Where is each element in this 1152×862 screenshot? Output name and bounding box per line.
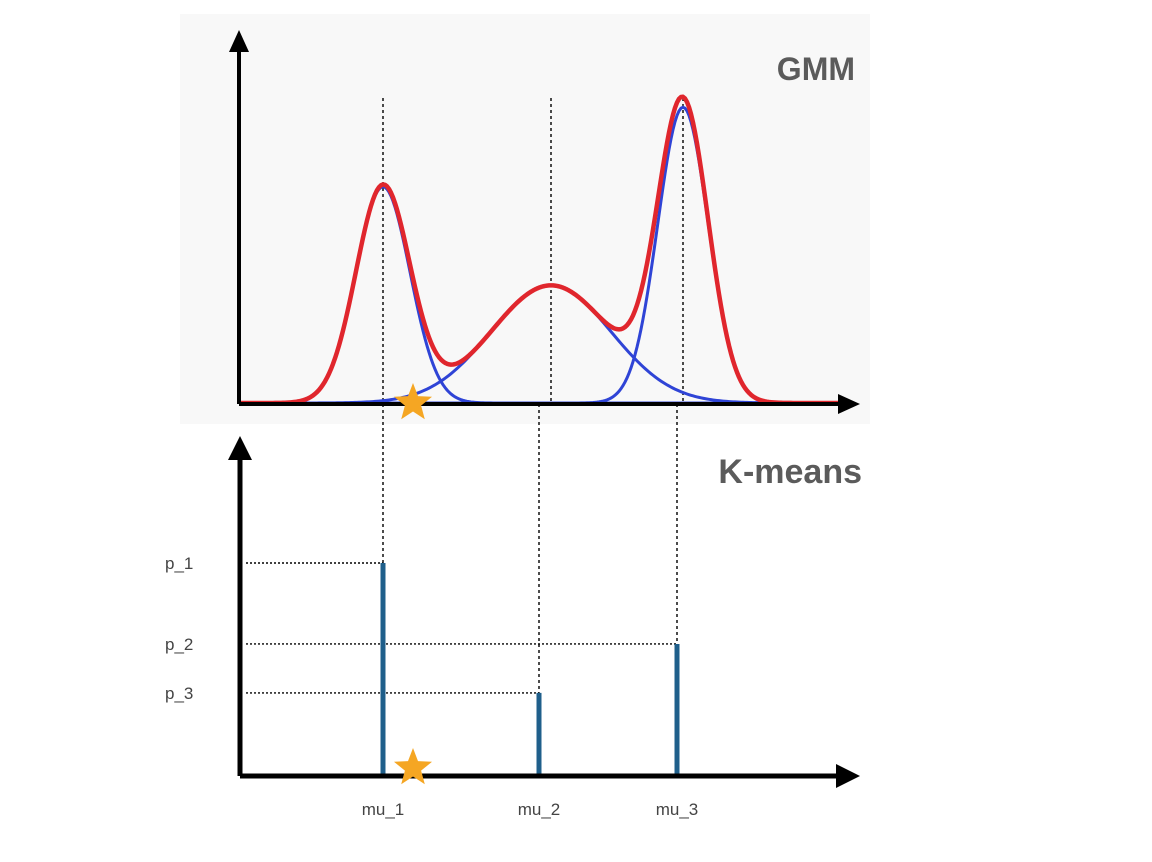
kmeans-x-axis-arrow xyxy=(836,764,860,788)
kmeans-mu3-tick-label: mu_3 xyxy=(656,800,699,819)
kmeans-y-axis-arrow xyxy=(228,436,252,460)
gmm-panel-background xyxy=(180,14,870,424)
gmm-x-axis-arrow xyxy=(838,394,860,414)
kmeans-p2-label: p_2 xyxy=(165,635,193,654)
kmeans-p3-label: p_3 xyxy=(165,684,193,703)
gmm-panel: GMM xyxy=(180,14,870,424)
kmeans-mu2-tick-label: mu_2 xyxy=(518,800,561,819)
gmm-mean-guides xyxy=(382,98,684,404)
kmeans-panel: K-means p_1 p_2 p_3 mu_1 mu_2 mu_3 xyxy=(165,404,862,819)
gmm-title: GMM xyxy=(777,51,855,87)
kmeans-guides xyxy=(246,404,678,694)
kmeans-mu1-tick-label: mu_1 xyxy=(362,800,405,819)
kmeans-labels: p_1 p_2 p_3 mu_1 mu_2 mu_3 xyxy=(165,554,698,819)
kmeans-sample-star-group xyxy=(394,748,432,785)
gmm-y-axis-arrow xyxy=(229,30,249,52)
kmeans-bars xyxy=(380,563,680,776)
kmeans-p1-label: p_1 xyxy=(165,554,193,573)
gmm-sample-star-group xyxy=(394,383,432,420)
kmeans-title: K-means xyxy=(718,453,862,491)
gmm-sample-star xyxy=(394,383,432,420)
gmm-mixture-curve xyxy=(238,94,840,406)
kmeans-sample-star xyxy=(394,748,432,785)
